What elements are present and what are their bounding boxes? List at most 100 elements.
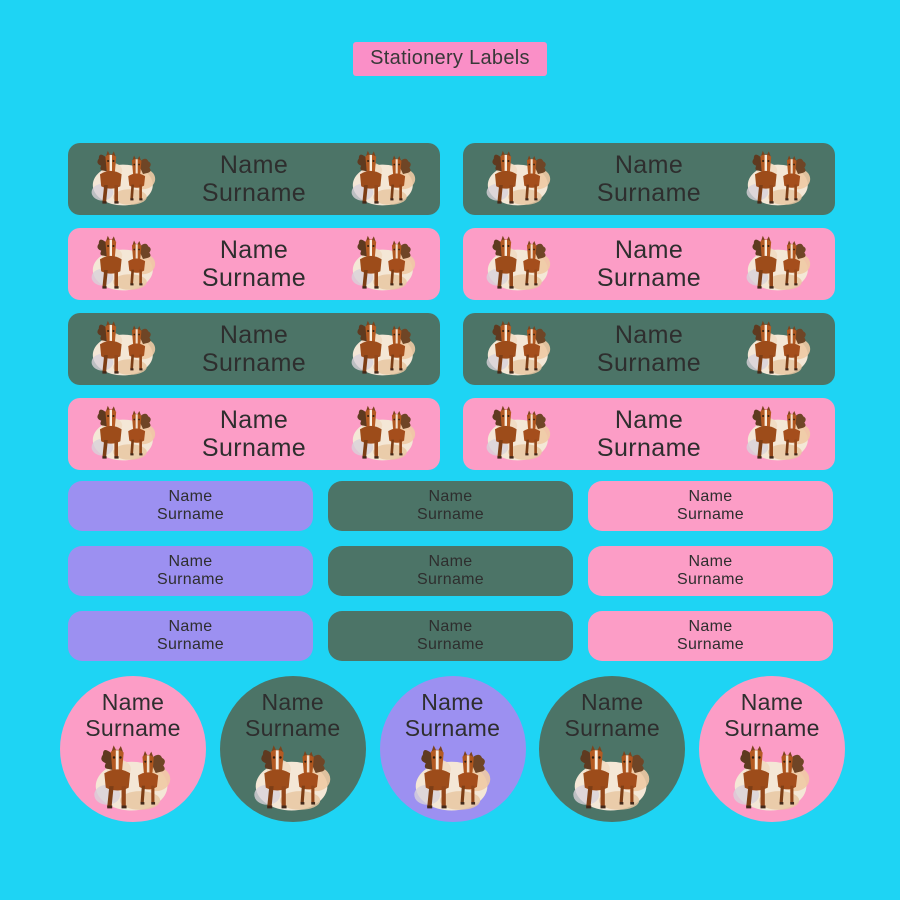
- label-text: Name Surname: [555, 321, 743, 377]
- horses-icon: [91, 150, 156, 206]
- label-text: Name Surname: [405, 689, 500, 742]
- name-line: Name: [428, 552, 473, 570]
- horses-icon: [351, 235, 416, 291]
- label-strip-small: Name Surname: [588, 546, 833, 596]
- surname-line: Surname: [676, 571, 745, 588]
- surname-line: Surname: [201, 179, 307, 207]
- label-strip-large: Name Surname: [68, 228, 440, 300]
- label-strip-small: Name Surname: [68, 611, 313, 661]
- label-strip-large: Name Surname: [463, 313, 835, 385]
- horses-icon: [573, 745, 650, 811]
- label-text: Name Surname: [157, 618, 224, 655]
- horses-icon: [351, 150, 416, 206]
- horses-icon: [486, 405, 551, 461]
- name-line: Name: [421, 689, 484, 715]
- horses-icon: [746, 150, 811, 206]
- name-line: Name: [168, 617, 213, 635]
- horses-icon: [746, 235, 811, 291]
- surname-line: Surname: [156, 636, 225, 653]
- surname-line: Surname: [416, 506, 485, 523]
- page-title-banner: Stationery Labels: [353, 42, 547, 76]
- surname-line: Surname: [85, 715, 181, 742]
- surname-line: Surname: [416, 571, 485, 588]
- label-strip-large: Name Surname: [68, 398, 440, 470]
- horses-icon: [486, 320, 551, 376]
- name-line: Name: [614, 151, 684, 179]
- surname-line: Surname: [245, 715, 341, 742]
- small-labels-grid: Name Surname Name Surname Name Surname N…: [68, 481, 833, 661]
- name-line: Name: [614, 406, 684, 434]
- label-strip-small: Name Surname: [68, 546, 313, 596]
- surname-line: Surname: [596, 179, 702, 207]
- large-labels-grid: Name Surname Name Surname Name Surname: [68, 143, 835, 470]
- horses-icon: [733, 745, 810, 811]
- label-text: Name Surname: [157, 553, 224, 590]
- label-circle: Name Surname: [60, 676, 206, 822]
- label-strip-small: Name Surname: [328, 481, 573, 531]
- name-line: Name: [688, 552, 733, 570]
- name-line: Name: [614, 236, 684, 264]
- name-line: Name: [168, 487, 213, 505]
- label-text: Name Surname: [417, 553, 484, 590]
- surname-line: Surname: [676, 506, 745, 523]
- name-line: Name: [219, 406, 289, 434]
- label-text: Name Surname: [160, 236, 348, 292]
- horses-icon: [94, 745, 171, 811]
- name-line: Name: [219, 151, 289, 179]
- surname-line: Surname: [156, 571, 225, 588]
- surname-line: Surname: [416, 636, 485, 653]
- label-circle: Name Surname: [219, 676, 366, 822]
- label-text: Name Surname: [417, 488, 484, 525]
- name-line: Name: [740, 689, 804, 715]
- label-text: Name Surname: [555, 236, 743, 292]
- label-text: Name Surname: [565, 689, 660, 742]
- label-text: Name Surname: [677, 618, 744, 655]
- label-text: Name Surname: [160, 151, 348, 207]
- label-strip-small: Name Surname: [588, 611, 833, 661]
- label-text: Name Surname: [160, 406, 348, 462]
- horses-icon: [351, 320, 416, 376]
- horses-icon: [91, 405, 156, 461]
- label-text: Name Surname: [677, 553, 744, 590]
- label-text: Name Surname: [245, 689, 340, 742]
- label-strip-small: Name Surname: [328, 546, 573, 596]
- label-text: Name Surname: [157, 488, 224, 525]
- horses-icon: [486, 235, 551, 291]
- name-line: Name: [101, 689, 165, 715]
- label-strip-large: Name Surname: [68, 143, 440, 215]
- surname-line: Surname: [201, 434, 307, 462]
- surname-line: Surname: [676, 636, 745, 653]
- horses-icon: [746, 405, 811, 461]
- surname-line: Surname: [724, 715, 820, 742]
- label-text: Name Surname: [85, 689, 180, 742]
- name-line: Name: [614, 321, 684, 349]
- horses-icon: [746, 320, 811, 376]
- label-strip-large: Name Surname: [463, 228, 835, 300]
- name-line: Name: [580, 689, 644, 715]
- name-line: Name: [428, 487, 473, 505]
- label-text: Name Surname: [555, 151, 743, 207]
- horses-icon: [91, 235, 156, 291]
- surname-line: Surname: [404, 715, 501, 742]
- label-text: Name Surname: [160, 321, 348, 377]
- horses-icon: [351, 405, 416, 461]
- horses-icon: [254, 745, 331, 811]
- surname-line: Surname: [564, 715, 660, 742]
- label-text: Name Surname: [677, 488, 744, 525]
- horses-icon: [413, 745, 490, 811]
- label-strip-small: Name Surname: [68, 481, 313, 531]
- name-line: Name: [688, 487, 733, 505]
- label-strip-small: Name Surname: [588, 481, 833, 531]
- name-line: Name: [219, 321, 289, 349]
- horses-icon: [91, 320, 156, 376]
- label-text: Name Surname: [724, 689, 819, 742]
- name-line: Name: [261, 689, 325, 715]
- surname-line: Surname: [201, 349, 307, 377]
- surname-line: Surname: [596, 349, 702, 377]
- name-line: Name: [428, 617, 473, 635]
- name-line: Name: [688, 617, 733, 635]
- label-strip-large: Name Surname: [463, 143, 835, 215]
- surname-line: Surname: [596, 434, 702, 462]
